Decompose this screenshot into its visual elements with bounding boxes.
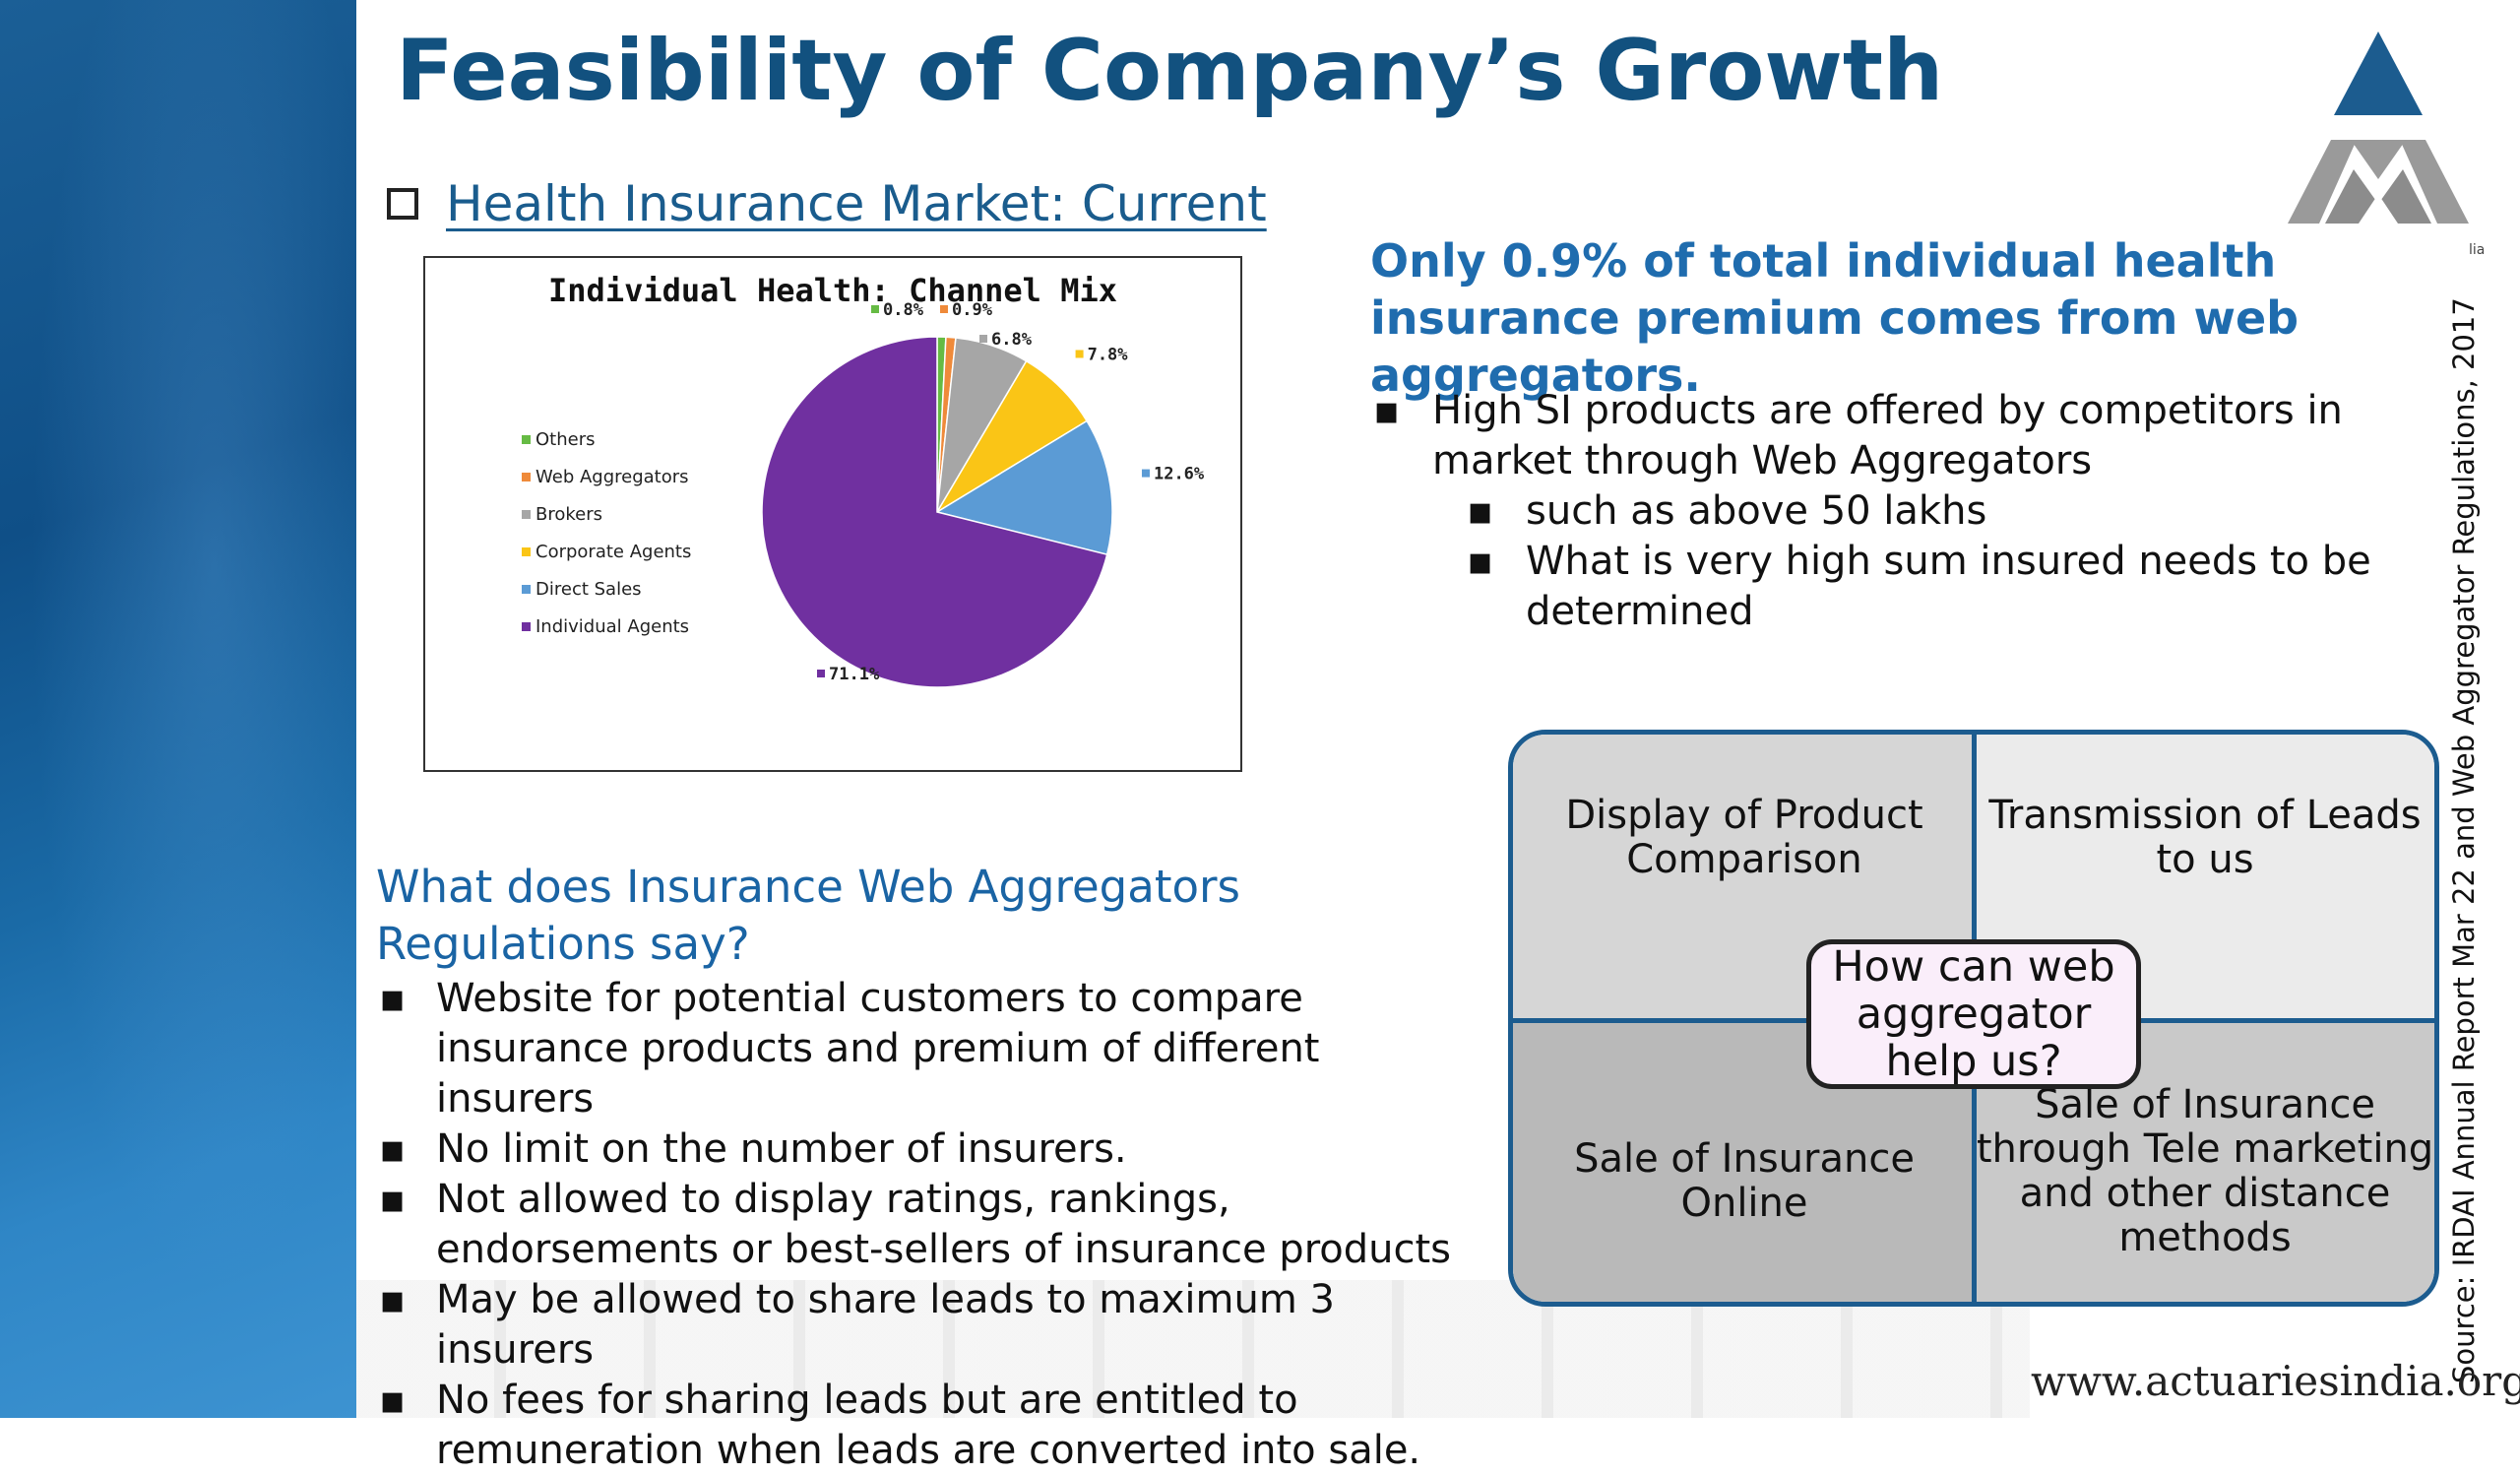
regulation-text: Website for potential customers to compa…	[436, 976, 1320, 1122]
pie-data-label: 0.9%	[940, 300, 993, 320]
legend-swatch	[522, 510, 531, 519]
legend-swatch	[522, 622, 531, 631]
pie-data-label: 0.8%	[871, 300, 924, 320]
bullet-glyph: ▪	[379, 976, 407, 1021]
legend-label: Direct Sales	[536, 579, 642, 600]
label-text: 7.8%	[1088, 345, 1129, 364]
legend-label: Individual Agents	[536, 616, 689, 637]
sub-bullet-text: such as above 50 lakhs	[1526, 488, 1987, 534]
diagram-top-right: Transmission of Leads to us	[1976, 735, 2434, 1021]
sub-bullet-text: What is very high sum insured needs to b…	[1526, 539, 2371, 634]
legend-label: Others	[536, 429, 596, 450]
diagram-center-box: How can web aggregator help us?	[1806, 939, 2141, 1089]
label-swatch	[817, 670, 825, 677]
label-swatch	[871, 305, 879, 313]
regulation-text: May be allowed to share leads to maximum…	[436, 1277, 1335, 1373]
regulations-list: ▪ Website for potential customers to comp…	[379, 974, 1481, 1476]
label-swatch	[1141, 469, 1150, 478]
legend-swatch	[522, 547, 531, 556]
chart-title: Individual Health: Channel Mix	[548, 272, 1117, 309]
bullet-glyph: ▪	[1467, 488, 1494, 534]
legend-item: Others	[522, 429, 596, 450]
regulation-text: Not allowed to display ratings, rankings…	[436, 1177, 1451, 1272]
legend-label: Brokers	[536, 504, 602, 525]
legend-swatch	[522, 473, 531, 481]
legend-label: Corporate Agents	[536, 542, 691, 562]
source-note: Source: IRDAI Annual Report Mar 22 and W…	[2447, 297, 2481, 1383]
bullet-glyph: ▪	[1373, 388, 1401, 433]
bullet-glyph: ▪	[379, 1378, 407, 1423]
market-bullets: ▪ High SI products are offered by compet…	[1373, 386, 2466, 637]
label-text: 6.8%	[991, 330, 1033, 350]
section-heading-text: Health Insurance Market: Current	[446, 175, 1267, 232]
pie-slice-individual-agents	[761, 336, 1108, 688]
bullet-glyph: ▪	[379, 1177, 407, 1222]
label-text: 71.1%	[829, 665, 880, 684]
label-swatch	[940, 305, 948, 313]
regulation-item: ▪ Website for potential customers to comp…	[379, 974, 1481, 1124]
label-swatch	[1075, 350, 1084, 358]
legend-item: Corporate Agents	[522, 542, 691, 562]
legend-item: Individual Agents	[522, 616, 689, 637]
regulation-text: No limit on the number of insurers.	[436, 1126, 1127, 1172]
regulation-item: ▪ Not allowed to display ratings, ranking…	[379, 1175, 1481, 1275]
blue-sidebar-panel	[0, 0, 356, 1418]
slide-title: Feasibility of Company’s Growth	[396, 22, 1944, 120]
website-footer: www.actuariesindia.org	[2031, 1357, 2520, 1405]
actuaries-logo-icon	[2288, 32, 2469, 224]
label-swatch	[979, 335, 987, 343]
legend-swatch	[522, 435, 531, 444]
section-heading: Health Insurance Market: Current	[387, 175, 1267, 232]
legend-item: Direct Sales	[522, 579, 642, 600]
bullet-glyph: ▪	[379, 1277, 407, 1322]
pie-data-label: 71.1%	[817, 665, 880, 684]
checkbox-bullet-icon	[387, 188, 418, 220]
regulations-title: What does Insurance Web Aggregators Regu…	[376, 861, 1240, 970]
pie-data-label: 6.8%	[979, 330, 1033, 350]
channel-mix-chart: Individual Health: Channel Mix 0.8% 0.9% 6.…	[423, 256, 1242, 772]
label-text: 12.6%	[1154, 465, 1205, 484]
sub-bullet-item: ▪ What is very high sum insured needs to…	[1373, 537, 2466, 637]
bullet-glyph: ▪	[1467, 539, 1494, 584]
regulation-item: ▪ No limit on the number of insurers.	[379, 1124, 1481, 1175]
legend-swatch	[522, 585, 531, 594]
legend-item: Brokers	[522, 504, 602, 525]
regulation-text: No fees for sharing leads but are entitl…	[436, 1378, 1421, 1473]
headline-text: Only 0.9% of total individual health ins…	[1370, 234, 2300, 402]
legend-label: Web Aggregators	[536, 467, 689, 487]
pie-data-label: 12.6%	[1141, 465, 1205, 484]
legend-item: Web Aggregators	[522, 467, 689, 487]
sub-bullet-item: ▪ such as above 50 lakhs	[1373, 486, 2466, 537]
bullet-glyph: ▪	[379, 1126, 407, 1172]
regulation-item: ▪ May be allowed to share leads to maximu…	[379, 1275, 1481, 1376]
label-text: 0.8%	[883, 300, 924, 320]
bullet-item: ▪ High SI products are offered by compet…	[1373, 386, 2466, 486]
pie-slice-direct-sales	[935, 419, 1113, 556]
label-text: 0.9%	[952, 300, 993, 320]
logo-caption: lia	[2469, 242, 2486, 258]
pie-data-label: 7.8%	[1075, 345, 1129, 364]
bullet-text: High SI products are offered by competit…	[1432, 388, 2343, 483]
regulation-item: ▪ No fees for sharing leads but are entit…	[379, 1376, 1481, 1476]
